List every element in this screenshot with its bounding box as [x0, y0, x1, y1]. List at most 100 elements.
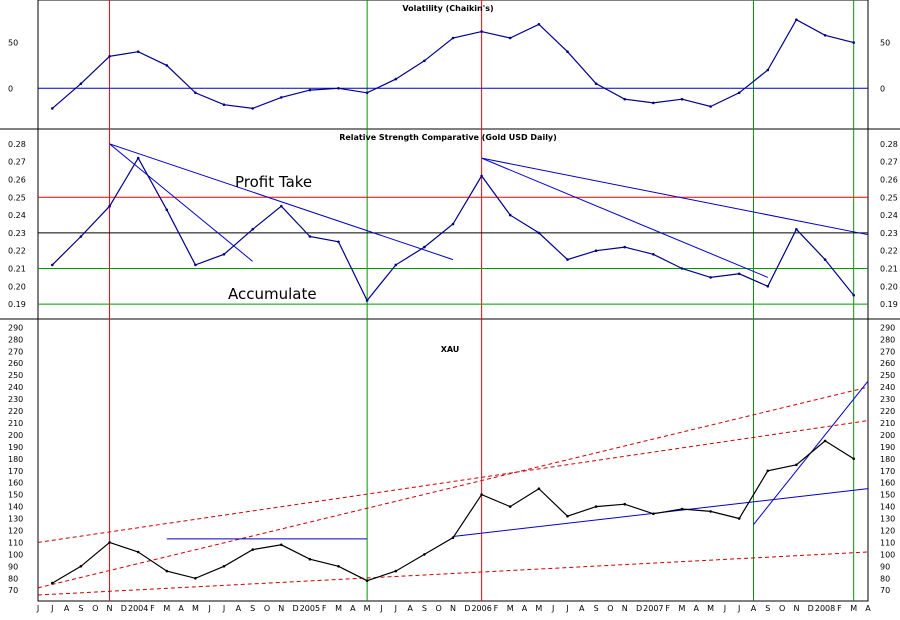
data-point: [251, 107, 254, 110]
data-point: [795, 463, 798, 467]
y-tick-label: 70: [880, 586, 890, 595]
data-point: [623, 245, 626, 249]
month-label: J: [208, 604, 211, 613]
month-label: M: [192, 604, 199, 613]
y-tick-label: 70: [8, 586, 18, 595]
data-point: [251, 228, 254, 231]
y-tick-label: 220: [880, 407, 895, 416]
y-tick-label: 0.20: [880, 282, 898, 291]
tick-labels: 50 50 0 0 0.28 0.28 0.27 0.27 0.26 0.26 0.25 0.25 0.…: [8, 39, 898, 596]
month-label: M: [850, 604, 857, 613]
y-tick-label: 120: [8, 526, 23, 535]
y-tick-label: 0.23: [8, 229, 26, 238]
month-label: M: [535, 604, 542, 613]
month-label: O: [779, 604, 785, 613]
data-point: [823, 439, 827, 443]
y-tick-label: 100: [8, 550, 23, 559]
y-tick-label: 230: [880, 395, 895, 404]
month-label: A: [579, 604, 585, 613]
rs-trend-line: [109, 143, 454, 261]
y-tick-label: 50: [8, 39, 18, 48]
month-label: F: [150, 604, 155, 613]
month-label: F: [837, 604, 842, 613]
y-tick-label: 0.26: [880, 176, 898, 185]
data-point: [365, 299, 369, 302]
rs-trend-line: [109, 143, 253, 262]
data-point: [423, 245, 426, 249]
data-point: [508, 36, 512, 40]
data-point: [652, 101, 655, 105]
y-tick-label: 80: [8, 574, 18, 583]
month-label: M: [335, 604, 342, 613]
volatility-panel-frame: [37, 0, 869, 130]
y-tick-label: 150: [8, 491, 23, 500]
month-label: 2004: [128, 604, 148, 613]
data-point: [136, 50, 140, 53]
month-label: A: [178, 604, 184, 613]
month-label: J: [551, 604, 554, 613]
trend-lines: [37, 143, 869, 596]
y-tick-label: 240: [8, 383, 23, 392]
profit-take-annotation: Profit Take: [235, 173, 312, 191]
rs-trend-line: [481, 157, 869, 236]
data-point: [365, 91, 369, 95]
y-tick-label: 190: [8, 443, 23, 452]
y-tick-label: 150: [880, 491, 895, 500]
y-tick-label: 0.21: [8, 265, 26, 274]
data-point: [508, 505, 512, 508]
data-point: [737, 517, 741, 520]
data-point: [480, 493, 483, 496]
y-tick-label: 270: [8, 347, 23, 356]
month-label: O: [264, 604, 270, 613]
month-label: N: [278, 604, 284, 613]
data-point: [795, 228, 798, 231]
data-point: [451, 536, 455, 539]
y-tick-label: 160: [8, 479, 23, 488]
y-tick-label: 0.25: [880, 193, 898, 202]
y-tick-label: 0.22: [880, 247, 898, 256]
y-tick-label: 170: [880, 467, 895, 476]
data-point: [194, 577, 197, 580]
data-point: [51, 107, 54, 110]
y-tick-label: 0.19: [880, 300, 898, 309]
month-label: O: [607, 604, 613, 613]
y-tick-label: 280: [880, 335, 895, 344]
y-tick-label: 180: [880, 455, 895, 464]
rs-title: Relative Strength Comparative (Gold USD …: [339, 133, 557, 142]
data-point: [680, 507, 684, 511]
y-tick-label: 110: [880, 538, 895, 547]
month-label: 2005: [300, 604, 320, 613]
data-point: [108, 541, 111, 544]
y-tick-label: 110: [8, 538, 23, 547]
data-point: [508, 213, 512, 217]
data-point: [108, 55, 111, 58]
data-point: [136, 550, 140, 554]
volatility-title: Volatility (Chaikin's): [402, 4, 493, 13]
data-point: [709, 276, 712, 279]
xau-panel-frame: [37, 318, 869, 602]
y-tick-label: 260: [880, 359, 895, 368]
y-tick-label: 160: [880, 479, 895, 488]
y-tick-label: 0.26: [8, 176, 26, 185]
data-point: [251, 548, 254, 551]
month-label: A: [407, 604, 413, 613]
month-label: F: [665, 604, 670, 613]
data-point: [709, 105, 712, 108]
month-label: M: [364, 604, 371, 613]
data-point: [365, 579, 369, 582]
data-point: [79, 565, 83, 568]
month-label: A: [236, 604, 242, 613]
data-point: [451, 222, 455, 226]
data-point: [766, 68, 770, 72]
data-point: [280, 96, 283, 99]
data-point: [537, 487, 541, 491]
y-tick-label: 100: [880, 550, 895, 559]
month-label: 2006: [471, 604, 491, 613]
month-label: 2008: [815, 604, 835, 613]
y-tick-label: 250: [880, 371, 895, 380]
month-label: J: [737, 604, 740, 613]
y-tick-label: 180: [8, 455, 23, 464]
data-point: [222, 103, 226, 106]
y-tick-label: 0.25: [8, 193, 26, 202]
y-tick-label: 280: [8, 335, 23, 344]
